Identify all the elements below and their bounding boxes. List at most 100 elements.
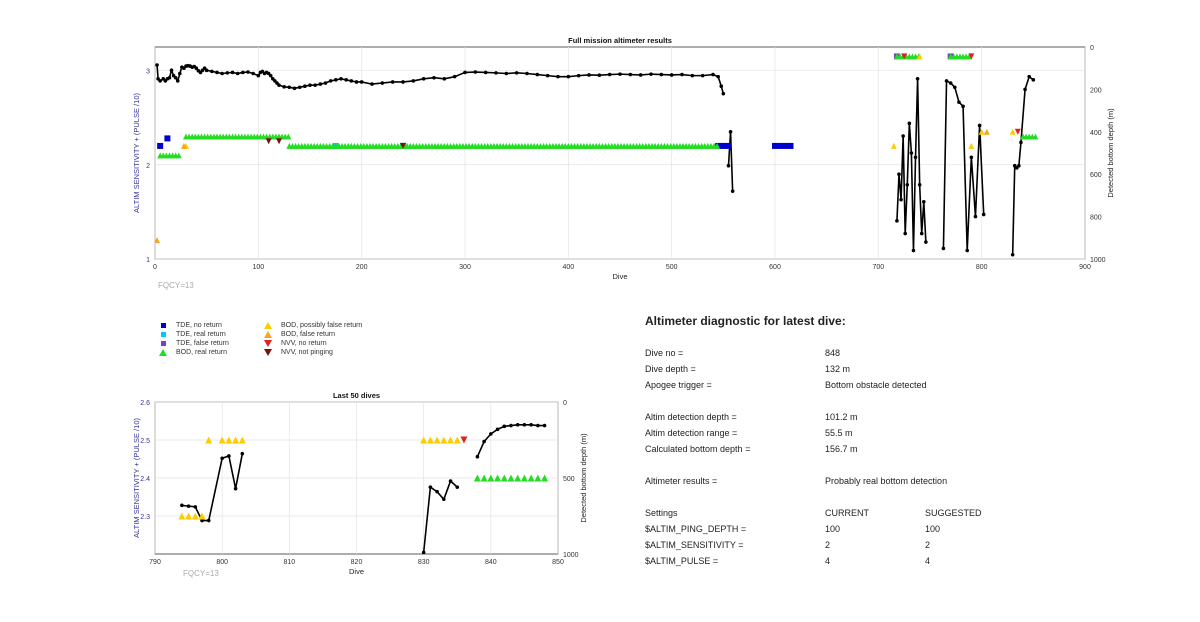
setting-suggested: 100 <box>925 524 941 534</box>
bod-real-return-marker <box>487 474 495 482</box>
depth-point <box>241 70 245 75</box>
depth-point <box>448 479 453 483</box>
depth-point <box>726 163 731 168</box>
depth-point <box>328 79 333 83</box>
legend-item: BOD, false return <box>263 329 335 339</box>
legend-label: NVV, not pinging <box>281 348 333 356</box>
plot-marks <box>155 53 1039 257</box>
fqcy-label: FQCY=13 <box>183 569 219 578</box>
depth-point <box>220 456 224 461</box>
settings-header: Settings <box>645 508 678 518</box>
bod-false-return-marker <box>155 237 161 244</box>
bod-real-return-marker <box>473 474 481 482</box>
y2-axis-label: Detected bottom depth (m) <box>1106 108 1115 198</box>
bod-real-return-marker <box>527 474 535 482</box>
bod-real-return-marker <box>500 474 508 482</box>
depth-point <box>344 78 348 82</box>
x-axis-label: Dive <box>612 272 627 281</box>
depth-point <box>206 518 211 523</box>
bod-possibly-false-return-marker <box>218 436 226 444</box>
depth-point <box>178 71 182 76</box>
depth-point <box>495 427 500 432</box>
depth-point <box>155 63 159 67</box>
depth-point <box>659 72 664 77</box>
diagnostic-label: Apogee trigger = <box>645 380 712 390</box>
depth-point <box>730 189 735 193</box>
depth-point <box>193 505 198 509</box>
depth-point <box>432 75 436 80</box>
depth-point <box>482 439 486 444</box>
legend-item: NVV, no return <box>263 338 327 348</box>
depth-point <box>339 77 343 81</box>
depth-point <box>915 77 920 81</box>
depth-point <box>489 432 493 436</box>
bod-real-return-marker <box>175 152 182 159</box>
x-tick-label: 600 <box>769 264 781 271</box>
x-tick-label: 800 <box>976 264 988 271</box>
depth-point <box>903 231 907 236</box>
depth-point <box>515 423 520 427</box>
nvv-no-return-marker <box>901 53 908 60</box>
bod-real-return-marker <box>507 474 515 482</box>
depth-point <box>509 423 513 428</box>
depth-point <box>700 73 705 78</box>
depth-point <box>359 80 364 84</box>
bod-possibly-false-return-marker <box>440 436 448 444</box>
x-tick-label: 300 <box>459 264 471 271</box>
x-tick-label: 500 <box>666 264 678 271</box>
depth-point <box>536 423 540 428</box>
bod-real-return-marker <box>520 474 528 482</box>
legend-marker <box>263 320 273 330</box>
x-tick-label: 790 <box>149 559 161 566</box>
depth-point <box>899 197 903 202</box>
diagnostic-label: Dive depth = <box>645 364 696 374</box>
depth-point <box>1019 140 1023 145</box>
depth-point <box>944 79 949 83</box>
diagnostic-row: $ALTIM_PULSE = 4 4 <box>645 556 1065 568</box>
x-tick-label: 850 <box>552 559 564 566</box>
diagnostic-row: Dive no = 848 <box>645 348 1065 360</box>
y-axis-label: ALTIM SENSITIVITY + (PULSE /10) <box>132 418 141 538</box>
depth-point <box>917 183 922 187</box>
depth-point <box>1017 163 1021 168</box>
depth-point <box>268 73 273 78</box>
legend-label: TDE, no return <box>176 321 222 329</box>
depth-point <box>401 80 405 84</box>
bod-real-return-marker <box>480 474 488 482</box>
depth-point <box>649 72 653 76</box>
depth-point <box>390 80 395 84</box>
tde-no-return-marker <box>777 142 784 149</box>
last-50-dives-chart: 790 800 810 820 830 840 850 2.3 2.4 2.5 2.6 0 500 100… <box>132 391 588 578</box>
depth-point <box>475 454 480 459</box>
depth-point <box>292 86 297 91</box>
depth-point <box>167 75 172 80</box>
x-tick-label: 830 <box>418 559 430 566</box>
diagnostic-label: Altimeter results = <box>645 476 718 486</box>
bod-possibly-false-return-marker <box>978 128 985 135</box>
diagnostic-value: 55.5 m <box>825 428 853 438</box>
depth-point <box>210 69 214 74</box>
depth-point <box>522 423 527 427</box>
y-tick-label: 2.6 <box>140 400 150 407</box>
legend-marker <box>263 329 273 339</box>
x-tick-label: 800 <box>216 559 228 566</box>
diagnostic-value: Bottom obstacle detected <box>825 380 927 390</box>
depth-point <box>728 130 733 134</box>
tde-no-return-marker <box>164 135 171 142</box>
x-tick-label: 0 <box>153 264 157 271</box>
depth-point <box>473 70 478 74</box>
depth-point <box>287 85 292 90</box>
bod-real-return-marker <box>534 474 542 482</box>
plot-area <box>154 46 1086 260</box>
depth-point <box>721 91 726 96</box>
depth-point <box>220 71 224 76</box>
depth-point <box>204 68 209 73</box>
x-tick-label: 400 <box>562 264 574 271</box>
tde-no-return-marker <box>787 142 794 149</box>
depth-point <box>308 83 312 87</box>
chart-title: Full mission altimeter results <box>568 36 672 45</box>
depth-point <box>303 84 307 89</box>
tde-no-return-marker <box>720 142 727 149</box>
bod-possibly-false-return-marker <box>178 512 186 520</box>
diagnostic-value: 156.7 m <box>825 444 858 454</box>
